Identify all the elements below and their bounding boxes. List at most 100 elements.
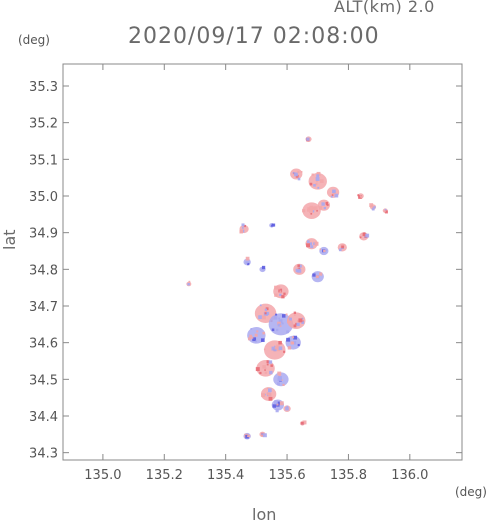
heatmap-cell <box>293 314 296 316</box>
heatmap-cell <box>286 330 289 334</box>
heatmap-cell <box>279 401 284 406</box>
heatmap-cell <box>259 371 262 375</box>
y-tick-label: 35.3 <box>29 80 58 95</box>
x-tick-label: 135.8 <box>330 468 367 483</box>
heatmap-cell <box>316 209 318 212</box>
heatmap-cell <box>371 207 375 211</box>
heatmap-cell <box>285 313 288 316</box>
heatmap-cell <box>297 319 300 323</box>
heatmap-cell <box>246 261 250 265</box>
heatmap-cell <box>270 364 273 367</box>
heatmap-cell <box>260 338 265 343</box>
heatmap-cell <box>300 170 303 173</box>
heatmap-cell <box>317 186 320 189</box>
heatmap-cell <box>373 206 376 209</box>
y-tick-label: 34.4 <box>29 410 58 425</box>
heatmap-cell <box>341 245 344 249</box>
plot-title: 2020/09/17 02:08:00 <box>128 24 380 49</box>
heatmap-cell <box>188 280 191 283</box>
heatmap-cell <box>293 324 297 328</box>
heatmap-cell <box>309 182 313 186</box>
heatmap-cell <box>254 333 258 337</box>
heatmap-cell <box>316 180 318 183</box>
heatmap-cell <box>277 323 281 327</box>
heatmap-cell <box>302 209 306 213</box>
heatmap-cell <box>360 196 363 199</box>
heatmap-cell <box>255 367 260 372</box>
heatmap-cell <box>315 177 320 181</box>
heatmap-cell <box>312 273 316 277</box>
heatmap-cell <box>241 223 245 227</box>
heatmap-cell <box>262 265 266 270</box>
heatmap-cell <box>316 174 320 178</box>
heatmap-cell <box>279 290 282 293</box>
heatmap-cell <box>323 206 326 210</box>
y-tick-label: 35.0 <box>29 190 58 205</box>
heatmap-cell <box>301 321 305 324</box>
heatmap-cell <box>293 335 298 340</box>
y-tick-label: 35.2 <box>29 117 58 132</box>
heatmap-cell <box>306 240 310 244</box>
heatmap-cell <box>247 337 251 341</box>
heatmap-cell <box>278 340 282 345</box>
heatmap-cell <box>278 317 281 320</box>
heatmap-cell <box>315 275 319 279</box>
heatmap-cell <box>291 336 294 339</box>
heatmap-cell <box>297 264 300 267</box>
heatmap-cell <box>259 304 262 307</box>
heatmap-cell <box>281 322 284 325</box>
y-tick-label: 34.8 <box>29 263 58 278</box>
heatmap-cell <box>273 348 277 352</box>
heatmap-cell <box>292 341 297 345</box>
heatmap-cell <box>319 248 322 251</box>
heatmap-cell <box>384 208 387 211</box>
y-axis-unit: (deg) <box>18 33 50 47</box>
axis-ticks: 135.0 135.2 135.4 135.6 135.8 136.0 34.3 34.4 34… <box>29 64 462 483</box>
heatmap-cell <box>294 172 298 177</box>
heatmap-cell <box>265 313 269 316</box>
heatmap-cell <box>313 183 316 187</box>
heatmap-cell <box>245 256 250 261</box>
heatmap-cell <box>290 341 294 345</box>
heatmap-cell <box>331 194 334 196</box>
heatmap-patch <box>287 312 306 329</box>
heatmap-cell <box>311 210 315 213</box>
heatmap-cell <box>262 433 267 438</box>
heatmap-cell <box>279 293 282 297</box>
heatmap-cell <box>293 311 297 314</box>
heatmap-cell <box>262 331 266 335</box>
heatmap-cell <box>313 242 316 245</box>
heatmap-cell <box>270 225 273 227</box>
heatmap-cell <box>251 336 254 339</box>
heatmap-cell <box>266 387 269 390</box>
x-tick-label: 136.0 <box>391 468 428 483</box>
heatmap-cell <box>318 206 323 210</box>
heatmap-cell <box>301 421 304 425</box>
heatmap-cell <box>309 208 313 213</box>
heatmap-cell <box>365 233 370 238</box>
heatmap-cell <box>275 328 279 332</box>
heatmap-cell <box>311 173 314 176</box>
heatmap-cell <box>252 337 257 342</box>
x-axis-label: lon <box>252 505 277 524</box>
heatmap-cell <box>258 315 262 319</box>
heatmap-cell <box>297 343 300 347</box>
heatmap-cell <box>310 212 313 215</box>
heatmap-cell <box>295 268 300 273</box>
heatmap-cell <box>309 205 314 210</box>
heatmap-cell <box>261 433 263 435</box>
heatmap-cell <box>276 286 281 290</box>
x-tick-label: 135.2 <box>146 468 183 483</box>
heatmap-cell <box>302 420 307 425</box>
heatmap-cell <box>332 190 335 193</box>
heatmap-cell <box>266 360 270 364</box>
heatmap-cell <box>325 202 329 205</box>
heatmap-cell <box>306 243 310 248</box>
heatmap-cell <box>277 376 282 380</box>
heatmap-cell <box>277 321 281 326</box>
y-tick-label: 34.5 <box>29 373 58 388</box>
heatmap-cell <box>359 195 362 197</box>
heatmap-cell <box>306 137 310 141</box>
x-axis-unit: (deg) <box>455 485 487 499</box>
